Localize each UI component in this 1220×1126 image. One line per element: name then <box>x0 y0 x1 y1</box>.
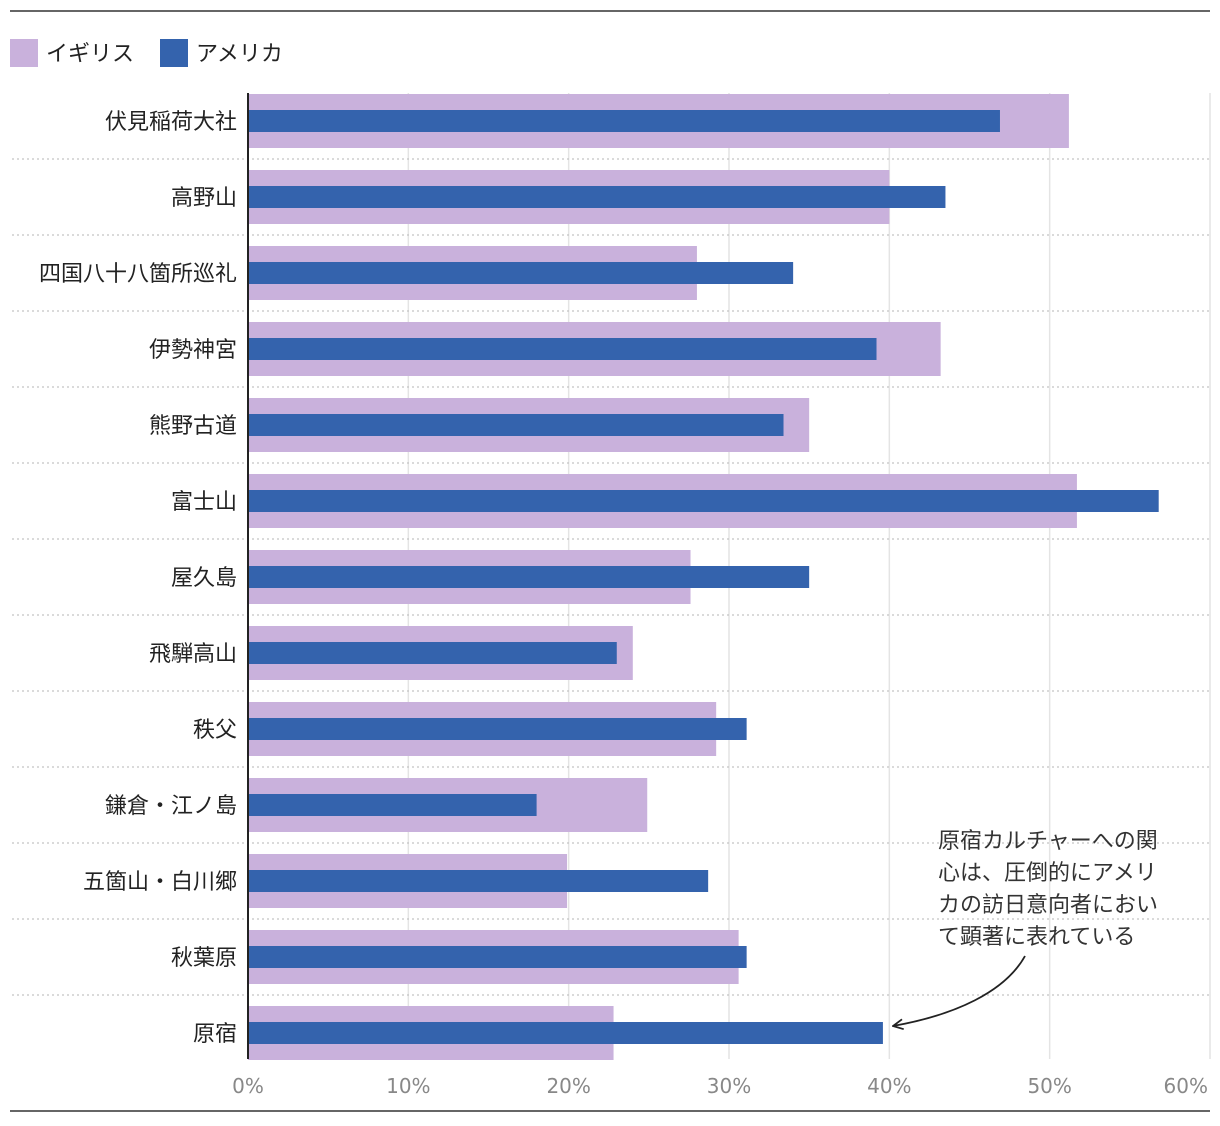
annotation-line-1: 原宿カルチャーへの関 <box>938 829 1158 854</box>
bar-us <box>248 186 946 208</box>
x-tick-label: 20% <box>546 1074 590 1098</box>
legend-swatch-us <box>160 39 188 67</box>
x-axis-ticks: 0% 10% 20% 30% 40% 50% 60% <box>232 1074 1208 1098</box>
bar-us <box>248 794 537 816</box>
bar-us <box>248 642 617 664</box>
legend-swatch-uk <box>10 39 38 67</box>
category-label: 秩父 <box>193 718 237 743</box>
bar-us <box>248 946 747 968</box>
x-tick-label: 30% <box>707 1074 751 1098</box>
category-label: 鎌倉・江ノ島 <box>105 794 237 819</box>
category-label: 秋葉原 <box>171 946 237 971</box>
annotation-arrow <box>893 955 1026 1026</box>
x-tick-label: 50% <box>1027 1074 1071 1098</box>
legend-label-us: アメリカ <box>196 42 283 67</box>
annotation-line-4: て顕著に表れている <box>938 925 1135 950</box>
bar-us <box>248 262 794 284</box>
category-label: 伊勢神宮 <box>149 338 237 363</box>
bars <box>248 94 1159 1060</box>
bar-us <box>248 338 877 360</box>
x-tick-label: 60% <box>1164 1074 1208 1098</box>
category-labels: 伏見稲荷大社高野山四国八十八箇所巡礼伊勢神宮熊野古道富士山屋久島飛騨高山秩父鎌倉… <box>39 110 237 1047</box>
x-tick-label: 40% <box>867 1074 911 1098</box>
x-tick-label: 10% <box>386 1074 430 1098</box>
category-label: 五箇山・白川郷 <box>83 870 237 895</box>
bar-us <box>248 110 1000 132</box>
bar-us <box>248 1022 883 1044</box>
category-label: 熊野古道 <box>149 414 237 439</box>
annotation: 原宿カルチャーへの関 心は、圧倒的にアメリ カの訪日意向者におい て顕著に表れて… <box>893 829 1158 1026</box>
category-label: 飛騨高山 <box>149 642 237 667</box>
legend-label-uk: イギリス <box>46 42 134 67</box>
bar-us <box>248 870 709 892</box>
x-tick-label: 0% <box>232 1074 264 1098</box>
category-label: 四国八十八箇所巡礼 <box>39 262 237 287</box>
bar-us <box>248 490 1159 512</box>
annotation-line-2: 心は、圧倒的にアメリ <box>938 861 1157 886</box>
annotation-line-3: カの訪日意向者におい <box>938 893 1158 918</box>
bar-us <box>248 718 747 740</box>
category-label: 伏見稲荷大社 <box>105 110 237 135</box>
legend: イギリス アメリカ <box>10 39 283 67</box>
category-label: 屋久島 <box>171 566 237 591</box>
bar-us <box>248 566 810 588</box>
bar-us <box>248 414 784 436</box>
category-label: 原宿 <box>193 1022 237 1047</box>
category-label: 高野山 <box>171 186 237 211</box>
category-label: 富士山 <box>171 490 237 515</box>
